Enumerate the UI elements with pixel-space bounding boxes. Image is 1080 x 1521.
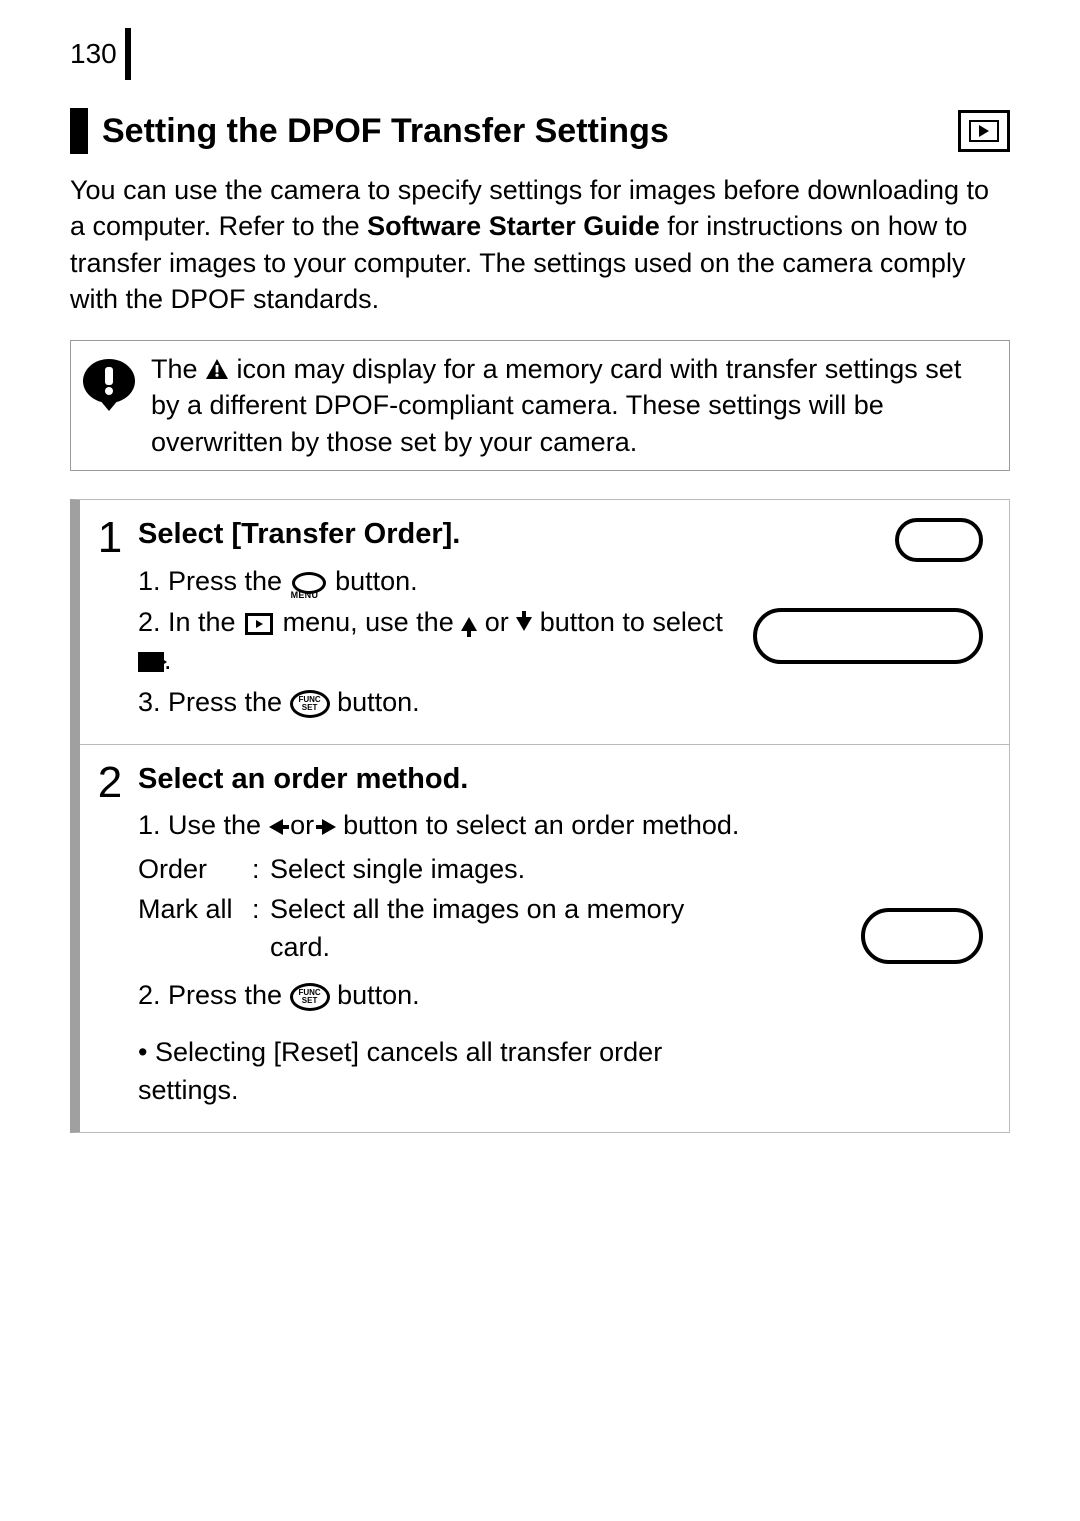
menu-button-icon (292, 572, 326, 594)
step-1-line-2: 2. In the menu, use the or button to sel… (138, 604, 751, 680)
section-title: Setting the DPOF Transfer Settings (102, 112, 958, 151)
def-order-val: Select single images. (270, 851, 751, 889)
step-1-illustrations (751, 514, 991, 722)
warning-box: The icon may display for a memory card w… (70, 340, 1010, 471)
step-heading: Select [Transfer Order]. (138, 514, 751, 555)
step-2-line-2: 2. Press the FUNCSET button. (138, 977, 751, 1015)
down-arrow-icon (516, 617, 532, 631)
play-menu-icon (245, 613, 273, 635)
intro-paragraph: You can use the camera to specify settin… (70, 172, 1010, 318)
func-set-button-icon: FUNCSET (290, 690, 330, 718)
page-number-block: 130 (70, 28, 1010, 80)
button-outline-small (895, 518, 983, 562)
step-2-note: • Selecting [Reset] cancels all transfer… (138, 1034, 751, 1110)
page-number: 130 (70, 38, 123, 70)
step-number: 1 (82, 514, 138, 722)
warning-triangle-icon (205, 358, 229, 380)
step-2: 2 Select an order method. 1. Use the or … (80, 745, 1009, 1132)
func-set-button-icon: FUNCSET (290, 983, 330, 1011)
def-order-key: Order (138, 851, 248, 889)
step-number: 2 (82, 759, 138, 1110)
step-heading: Select an order method. (138, 759, 751, 800)
exclamation-bubble-icon (81, 357, 137, 413)
right-arrow-icon (322, 819, 336, 835)
steps-container: 1 Select [Transfer Order]. 1. Press the … (70, 499, 1010, 1133)
order-method-definitions: Order : Select single images. Mark all :… (138, 851, 751, 966)
def-markall-key: Mark all (138, 891, 248, 967)
page-number-bar (125, 28, 131, 80)
step-1-line-1: 1. Press the button. (138, 563, 751, 601)
left-arrow-icon (269, 819, 283, 835)
warn-text-pre: The (151, 354, 205, 384)
def-markall-val: Select all the images on a memory card. (270, 891, 751, 967)
button-outline-large (753, 608, 983, 664)
playback-mode-icon (958, 110, 1010, 152)
section-title-row: Setting the DPOF Transfer Settings (70, 108, 1010, 154)
step-1: 1 Select [Transfer Order]. 1. Press the … (80, 500, 1009, 745)
title-bar (70, 108, 88, 154)
intro-bold: Software Starter Guide (367, 211, 660, 241)
step-2-illustrations (751, 759, 991, 1110)
manual-page: 130 Setting the DPOF Transfer Settings Y… (0, 0, 1080, 1173)
transfer-order-icon (138, 652, 164, 672)
up-arrow-icon (461, 617, 477, 631)
warn-text-post: icon may display for a memory card with … (151, 354, 961, 457)
step-1-line-3: 3. Press the FUNCSET button. (138, 684, 751, 722)
button-outline-medium (861, 908, 983, 964)
step-2-line-1: 1. Use the or button to select an order … (138, 807, 751, 845)
